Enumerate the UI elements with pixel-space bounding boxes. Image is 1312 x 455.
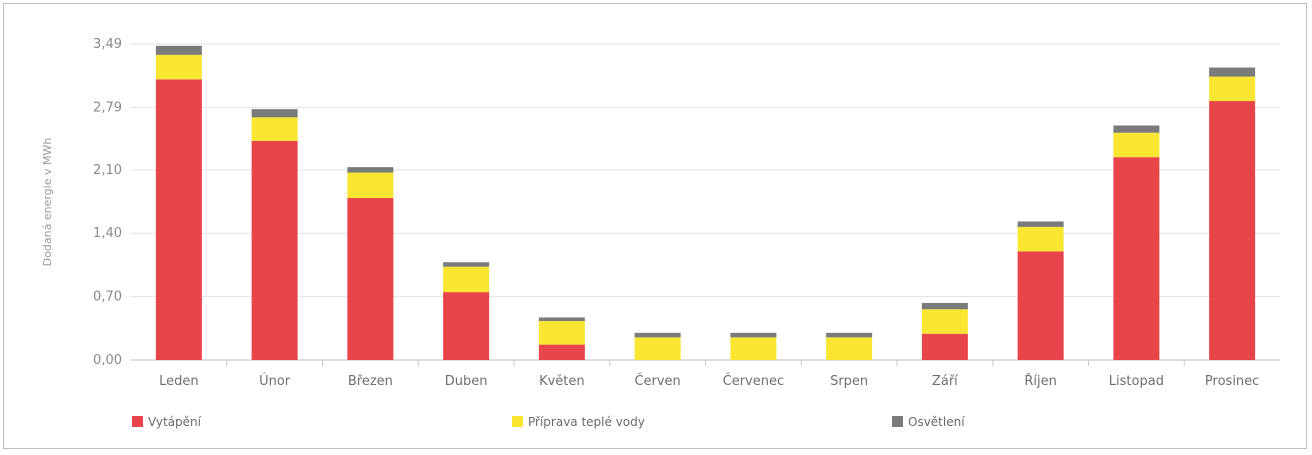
legend-label: Příprava teplé vody xyxy=(528,415,645,429)
y-axis-title: Dodaná energie v MWh xyxy=(41,138,54,267)
bar-segment-vytapeni xyxy=(1017,251,1064,360)
y-tick-label: 1,40 xyxy=(93,226,122,241)
legend-label: Vytápění xyxy=(148,415,202,429)
x-category-label: Srpen xyxy=(830,374,868,389)
legend-swatch xyxy=(132,416,143,427)
bar-segment-priprava-teple-vody xyxy=(921,309,968,334)
y-tick-label: 0,00 xyxy=(93,353,122,368)
x-category-label: Červenec xyxy=(723,373,785,389)
x-category-label: Duben xyxy=(445,374,488,389)
bar-segment-osvetleni xyxy=(443,262,490,267)
y-axis-ticks: 0,00 0,70 1,40 2,10 2,79 3,49 xyxy=(93,37,122,368)
bar-segment-priprava-teple-vody xyxy=(730,337,777,360)
x-axis-labels: Leden Únor Březen Duben Květen Červen Červenec… xyxy=(159,373,1259,389)
chart-frame xyxy=(3,3,1307,449)
y-tick-label: 2,10 xyxy=(93,163,122,178)
y-tick-label: 2,79 xyxy=(93,100,122,115)
bar-segment-osvetleni xyxy=(921,302,968,310)
bar-segment-priprava-teple-vody xyxy=(1017,226,1064,252)
bar-segment-priprava-teple-vody xyxy=(538,321,585,345)
bar-segment-priprava-teple-vody xyxy=(251,117,298,141)
x-category-label: Říjen xyxy=(1024,373,1057,389)
bar-segment-priprava-teple-vody xyxy=(1209,76,1256,102)
bar-segment-priprava-teple-vody xyxy=(443,266,490,293)
bar-segment-osvetleni xyxy=(1209,67,1256,77)
bar-segment-vytapeni xyxy=(155,79,202,361)
bar-segment-vytapeni xyxy=(921,333,968,360)
bar-segment-vytapeni xyxy=(1113,157,1160,360)
x-axis-ticks xyxy=(226,360,1185,366)
bar-segment-osvetleni xyxy=(826,332,873,338)
y-tick-label: 0,70 xyxy=(93,290,122,305)
bar-segment-vytapeni xyxy=(1209,101,1256,361)
bar-segment-osvetleni xyxy=(1113,125,1160,133)
legend-swatch xyxy=(892,416,903,427)
bar-segment-vytapeni xyxy=(443,292,490,360)
x-category-label: Březen xyxy=(348,374,393,389)
y-tick-label: 3,49 xyxy=(93,37,122,52)
bar-segment-priprava-teple-vody xyxy=(826,337,873,360)
x-category-label: Prosinec xyxy=(1205,374,1259,389)
bar-segment-osvetleni xyxy=(347,167,394,173)
bar-segment-osvetleni xyxy=(538,317,585,322)
x-category-label: Únor xyxy=(259,373,291,389)
bar-segment-priprava-teple-vody xyxy=(1113,132,1160,158)
bar-segment-osvetleni xyxy=(730,332,777,338)
x-category-label: Květen xyxy=(539,374,585,389)
bars xyxy=(155,45,1256,361)
bar-segment-osvetleni xyxy=(634,332,681,338)
bar-segment-vytapeni xyxy=(251,140,298,360)
bar-segment-osvetleni xyxy=(155,45,202,55)
x-category-label: Červen xyxy=(634,373,680,389)
x-category-label: Leden xyxy=(159,374,199,389)
legend: Vytápění Příprava teplé vody Osvětlení xyxy=(132,415,965,429)
bar-segment-priprava-teple-vody xyxy=(155,54,202,80)
x-category-label: Září xyxy=(932,374,958,389)
legend-label: Osvětlení xyxy=(908,415,965,429)
x-category-label: Listopad xyxy=(1109,374,1164,389)
bar-segment-osvetleni xyxy=(251,109,298,118)
gridlines xyxy=(131,43,1280,361)
bar-segment-priprava-teple-vody xyxy=(347,172,394,198)
legend-swatch xyxy=(512,416,523,427)
bar-segment-vytapeni xyxy=(347,197,394,360)
bar-segment-osvetleni xyxy=(1017,221,1064,227)
bar-segment-priprava-teple-vody xyxy=(634,337,681,360)
bar-segment-vytapeni xyxy=(538,344,585,360)
